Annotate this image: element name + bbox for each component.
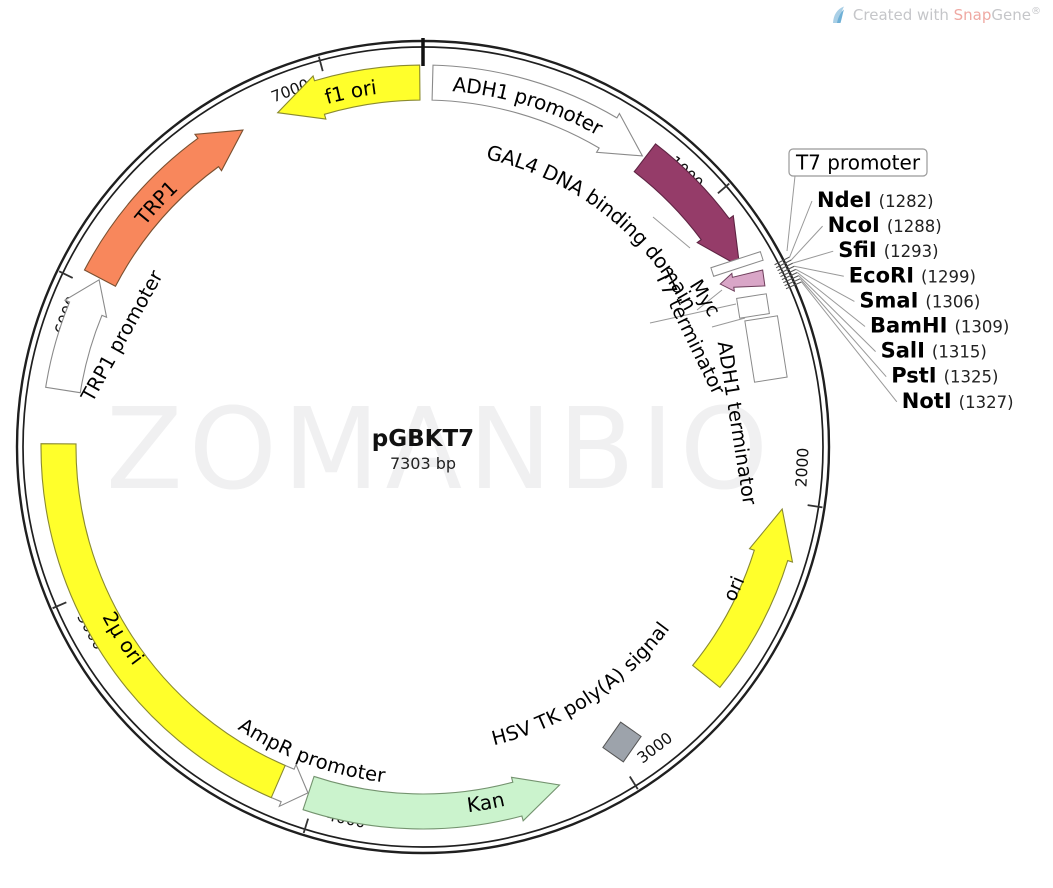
site-label-PstI: PstI (1325) [891,364,998,388]
watermark: ZOMANBIO [106,385,774,515]
site-line-SfiI [792,250,834,264]
enzyme-sites: T7 promoter NdeI (1282)NcoI (1288)SfiI (1293… [774,148,1014,413]
site-tick-NcoI [775,259,792,269]
credit-text: Created with SnapGene® [852,6,1041,24]
feature-gal4-dbd [633,143,741,268]
feature-t7-terminator-box [736,293,770,319]
feature-adh1-promoter [431,64,644,157]
feature-f1-ori [276,64,421,120]
pointer-myc [696,289,723,311]
site-label-EcoRI: EcoRI (1299) [849,263,976,287]
pointer-t7-terminator [649,303,737,324]
site-tick-EcoRI [778,265,795,275]
feature-ori [691,507,794,689]
tick-7000 [318,56,324,72]
t7-promoter-label-box [788,148,928,177]
site-tick-PstI [784,278,801,287]
feature-myc-arrow [719,269,766,293]
feature-t7-promoter-box [710,251,764,277]
site-line-NdeI [789,200,813,258]
site-tick-NdeI [774,256,790,266]
tick-label-2000: 2000 [792,447,812,487]
site-label-SalI: SalI (1315) [881,339,987,363]
pointer-adh1-terminator [711,317,746,328]
snapgene-leaf-icon [832,6,844,23]
feature-two-mu-ori [40,443,286,799]
tick-6000 [58,270,74,279]
tick-4000 [302,818,309,834]
site-label-SfiI: SfiI (1293) [838,238,938,262]
site-tick-SmaI [780,268,797,278]
tick-5000 [52,601,67,610]
site-label-BamHI: BamHI (1309) [870,314,1009,338]
site-line-SmaI [795,268,855,302]
pointer-t7-promoter-callout [786,175,796,252]
site-tick-BamHI [781,271,798,281]
plasmid-name: pGBKT7 [371,426,475,452]
site-label-NotI: NotI (1327) [902,389,1014,413]
plasmid-size: 7303 bp [389,454,457,473]
site-tick-NotI [785,281,802,290]
plasmid-title-block: pGBKT7 7303 bp [273,426,573,473]
features [40,64,794,830]
snapgene-credit: Created with SnapGene® [831,6,1041,24]
tick-1000 [717,182,730,194]
t7-promoter-label: T7 promoter [795,151,921,175]
pointer-lines [649,175,796,328]
feature-hsv-polya-box [602,721,642,763]
site-label-NcoI: NcoI (1288) [828,213,942,237]
site-line-BamHI [796,272,866,327]
tick-2000 [807,504,823,509]
inner-shapes [602,251,788,763]
site-line-NotI [801,281,898,403]
site-label-NdeI: NdeI (1282) [817,188,934,212]
feature-trp1-promoter [45,278,108,394]
site-tick-SfiI [777,262,794,272]
site-line-PstI [799,278,887,378]
label-hsv-polya: HSV TK poly(A) signal [489,618,674,750]
pointer-gal4-dbd [652,216,691,249]
site-line-NcoI [790,225,823,261]
site-tick-SalI [783,275,799,284]
site-line-EcoRI [794,265,844,277]
tick-3000 [629,775,639,790]
feature-trp1 [83,129,244,287]
feature-kan [302,775,561,830]
feature-adh1-terminator-box [744,315,788,383]
site-line-SalI [798,275,876,352]
site-label-SmaI: SmaI (1306) [859,288,980,312]
